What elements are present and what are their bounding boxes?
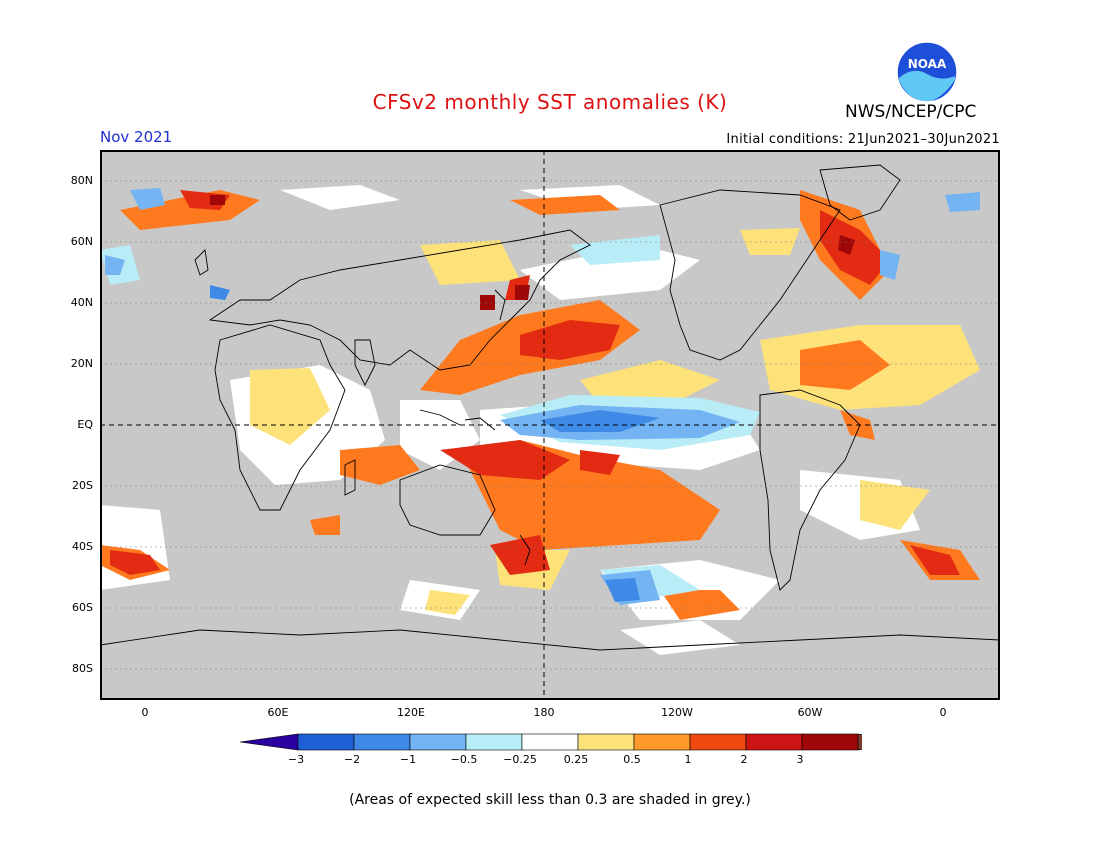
colorbar-label: 0.5 [623,753,641,766]
colorbar-max-arrow [857,733,862,751]
lon-label: 120W [661,706,693,719]
lon-label: 60E [267,706,289,719]
anomaly-neg-1-2 [210,285,660,602]
lon-label: 0 [141,706,149,719]
lon-label: 0 [939,706,947,719]
colorbar-label: 2 [740,753,748,766]
lat-label: 80N [70,174,93,187]
anomaly-2-3 [210,195,855,310]
lat-label: 40S [72,540,93,553]
lon-label: 60W [797,706,823,719]
colorbar-segment [297,733,355,751]
sst-anomaly-map [100,150,1000,700]
colorbar-segment [521,733,579,751]
colorbar-segment [633,733,691,751]
reference-lines [100,150,1000,700]
figure-title: CFSv2 monthly SST anomalies (K) [372,90,728,114]
colorbar-label: −0.25 [503,753,537,766]
colorbar-min-arrow [240,733,299,751]
colorbar-label: −1 [399,753,417,766]
colorbar-label: 0.25 [563,753,589,766]
graticule [100,180,1000,670]
colorbar-label: 1 [684,753,692,766]
colorbar-segment [745,733,803,751]
colorbar-segment [353,733,411,751]
colorbar-segment [577,733,635,751]
lat-label: 60N [70,235,93,248]
lon-label: 180 [533,706,555,719]
lat-label: 60S [72,601,93,614]
initial-conditions: Initial conditions: 21Jun2021–30Jun2021 [726,132,1000,147]
skill-footnote: (Areas of expected skill less than 0.3 a… [349,792,751,808]
month-label: Nov 2021 [100,128,173,146]
lat-label: 20N [70,357,93,370]
colorbar-segment [465,733,523,751]
lon-label: 120E [397,706,425,719]
colorbar-label: −2 [343,753,361,766]
colorbar-label: −3 [287,753,305,766]
noaa-logo: NOAA [896,41,958,103]
colorbar-segment [409,733,467,751]
colorbar-label: 3 [796,753,804,766]
noaa-logo-text: NOAA [908,57,947,71]
lat-label: 20S [72,479,93,492]
lat-label: 80S [72,662,93,675]
colorbar-label: −0.5 [450,753,478,766]
map-frame [100,150,1000,700]
colorbar-segment [801,733,859,751]
org-label: NWS/NCEP/CPC [845,102,977,122]
lat-label: 40N [70,296,93,309]
anomaly-0.25-0.5 [250,228,980,615]
colorbar [240,733,862,751]
lat-label: EQ [77,418,93,431]
coastlines [100,164,1000,651]
colorbar-segment [689,733,747,751]
